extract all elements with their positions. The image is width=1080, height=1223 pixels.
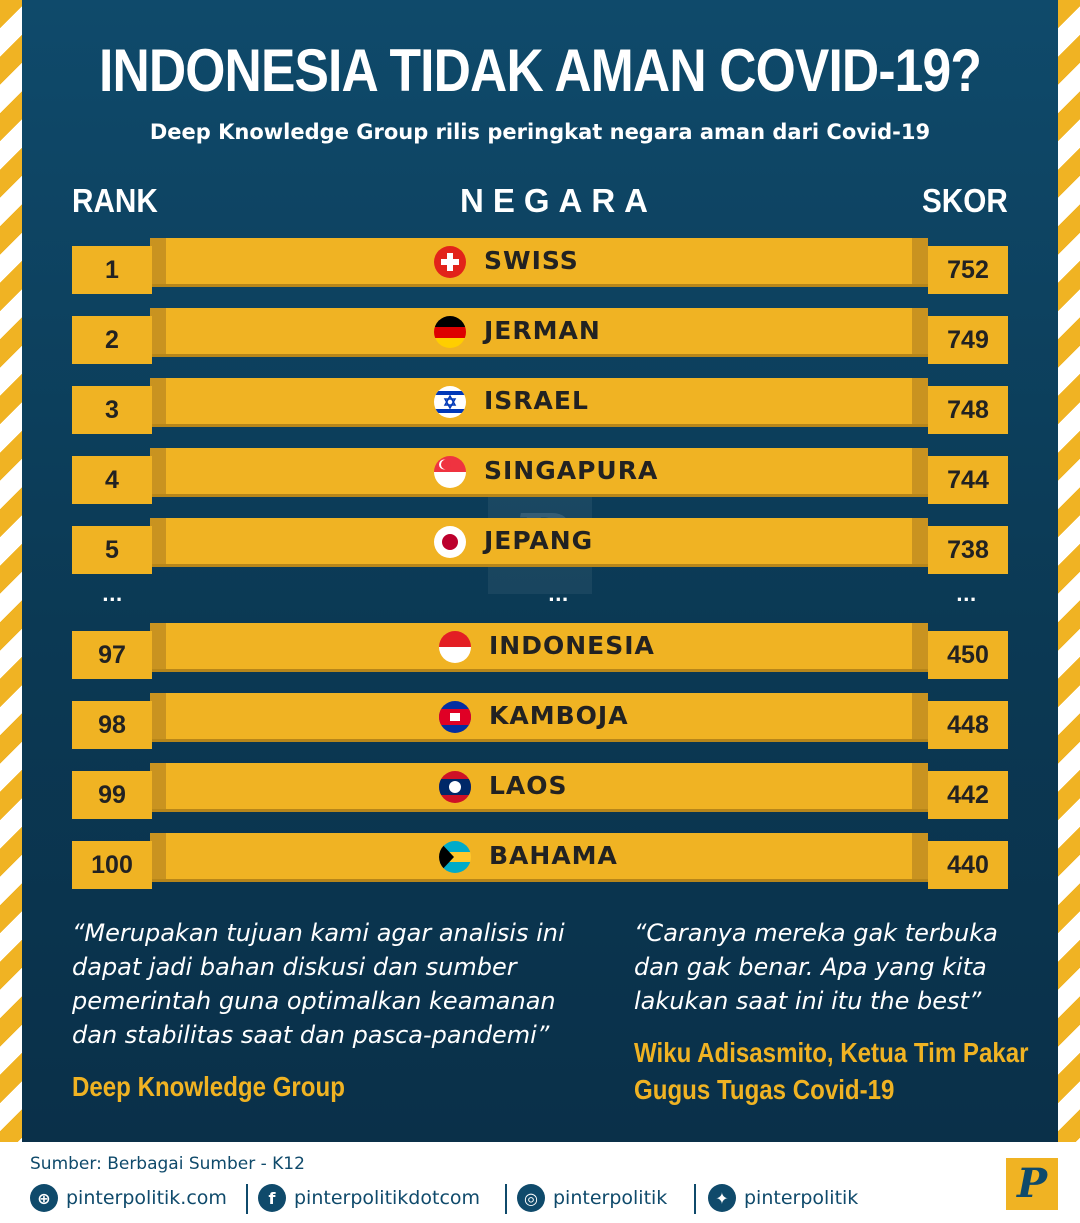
country-name: ISRAEL bbox=[484, 386, 589, 415]
rank-value: 98 bbox=[72, 701, 152, 749]
country-name: KAMBOJA bbox=[489, 701, 629, 730]
country-name: INDONESIA bbox=[489, 631, 655, 660]
ellipsis-score: ... bbox=[956, 585, 977, 606]
country-name: JERMAN bbox=[484, 316, 601, 345]
source-credit: Sumber: Berbagai Sumber - K12 bbox=[30, 1154, 305, 1174]
score-value: 448 bbox=[928, 701, 1008, 749]
laos-flag-icon bbox=[439, 771, 471, 803]
score-value: 738 bbox=[928, 526, 1008, 574]
country-name: JEPANG bbox=[484, 526, 594, 555]
ellipsis-country: ... bbox=[548, 585, 569, 606]
website-label: pinterpolitik.com bbox=[66, 1187, 227, 1209]
twitter-link[interactable]: ✦ pinterpolitik bbox=[708, 1182, 858, 1214]
germany-flag-icon bbox=[434, 316, 466, 348]
row-bar bbox=[150, 693, 928, 739]
rank-value: 97 bbox=[72, 631, 152, 679]
instagram-icon: ◎ bbox=[517, 1184, 545, 1212]
score-value: 440 bbox=[928, 841, 1008, 889]
negara-header: NEGARA bbox=[460, 182, 658, 219]
facebook-label: pinterpolitikdotcom bbox=[294, 1187, 481, 1209]
page-title: INDONESIA TIDAK AMAN COVID-19? bbox=[98, 37, 982, 104]
page-subtitle: Deep Knowledge Group rilis peringkat neg… bbox=[149, 120, 931, 144]
infographic-panel bbox=[22, 0, 1058, 1142]
rank-value: 3 bbox=[72, 386, 152, 434]
facebook-link[interactable]: f pinterpolitikdotcom bbox=[258, 1182, 480, 1214]
rank-value: 99 bbox=[72, 771, 152, 819]
row-bar bbox=[150, 238, 928, 284]
quote-source-wiku: Wiku Adisasmito, Ketua Tim Pakar Gugus T… bbox=[634, 1037, 1029, 1105]
israel-flag-icon bbox=[434, 386, 466, 418]
score-value: 744 bbox=[928, 456, 1008, 504]
ranking-row: 100 440 BAHAMA bbox=[0, 833, 1080, 889]
swiss-flag-icon bbox=[434, 246, 466, 278]
instagram-label: pinterpolitik bbox=[553, 1187, 668, 1209]
instagram-link[interactable]: ◎ pinterpolitik bbox=[517, 1182, 667, 1214]
quote-source-deep-knowledge: Deep Knowledge Group bbox=[72, 1071, 345, 1102]
indonesia-flag-icon bbox=[439, 631, 471, 663]
ranking-row: 5 738 JEPANG bbox=[0, 518, 1080, 574]
rank-value: 5 bbox=[72, 526, 152, 574]
country-name: SINGAPURA bbox=[484, 456, 659, 485]
row-bar bbox=[150, 763, 928, 809]
row-bar bbox=[150, 308, 928, 354]
row-bar bbox=[150, 448, 928, 494]
ranking-row: 99 442 LAOS bbox=[0, 763, 1080, 819]
score-value: 450 bbox=[928, 631, 1008, 679]
footer-divider bbox=[694, 1184, 696, 1214]
right-hazard-stripe bbox=[1058, 0, 1080, 1142]
country-name: BAHAMA bbox=[489, 841, 618, 870]
ellipsis-rank: ... bbox=[102, 585, 123, 606]
singapore-flag-icon bbox=[434, 456, 466, 488]
score-value: 748 bbox=[928, 386, 1008, 434]
ranking-row: 98 448 KAMBOJA bbox=[0, 693, 1080, 749]
row-bar bbox=[150, 518, 928, 564]
left-hazard-stripe bbox=[0, 0, 22, 1142]
rank-value: 4 bbox=[72, 456, 152, 504]
pinterpolitik-logo: P bbox=[1006, 1158, 1058, 1210]
score-value: 442 bbox=[928, 771, 1008, 819]
row-bar bbox=[150, 378, 928, 424]
ranking-row: 3 748 ISRAEL bbox=[0, 378, 1080, 434]
facebook-icon: f bbox=[258, 1184, 286, 1212]
score-value: 749 bbox=[928, 316, 1008, 364]
quote-deep-knowledge: “Merupakan tujuan kami agar analisis ini… bbox=[72, 919, 565, 1049]
globe-icon: ⊕ bbox=[30, 1184, 58, 1212]
score-value: 752 bbox=[928, 246, 1008, 294]
rank-value: 100 bbox=[72, 841, 152, 889]
ranking-row: 1 752 SWISS bbox=[0, 238, 1080, 294]
row-bar bbox=[150, 623, 928, 669]
country-name: LAOS bbox=[489, 771, 568, 800]
twitter-label: pinterpolitik bbox=[744, 1187, 859, 1209]
cambodia-flag-icon bbox=[439, 701, 471, 733]
twitter-icon: ✦ bbox=[708, 1184, 736, 1212]
japan-flag-icon bbox=[434, 526, 466, 558]
ranking-row: 2 749 JERMAN bbox=[0, 308, 1080, 364]
website-link[interactable]: ⊕ pinterpolitik.com bbox=[30, 1182, 227, 1214]
country-name: SWISS bbox=[484, 246, 579, 275]
ranking-row: 4 744 SINGAPURA bbox=[0, 448, 1080, 504]
rank-value: 1 bbox=[72, 246, 152, 294]
ranking-row: 97 450 INDONESIA bbox=[0, 623, 1080, 679]
footer-divider bbox=[246, 1184, 248, 1214]
row-bar bbox=[150, 833, 928, 879]
quote-wiku: “Caranya mereka gak terbuka dan gak bena… bbox=[634, 919, 998, 1015]
rank-value: 2 bbox=[72, 316, 152, 364]
rank-header: RANK bbox=[72, 182, 158, 219]
footer: Sumber: Berbagai Sumber - K12 ⊕ pinterpo… bbox=[0, 1142, 1080, 1223]
footer-divider bbox=[505, 1184, 507, 1214]
bahamas-flag-icon bbox=[439, 841, 471, 873]
skor-header: SKOR bbox=[922, 182, 1008, 219]
